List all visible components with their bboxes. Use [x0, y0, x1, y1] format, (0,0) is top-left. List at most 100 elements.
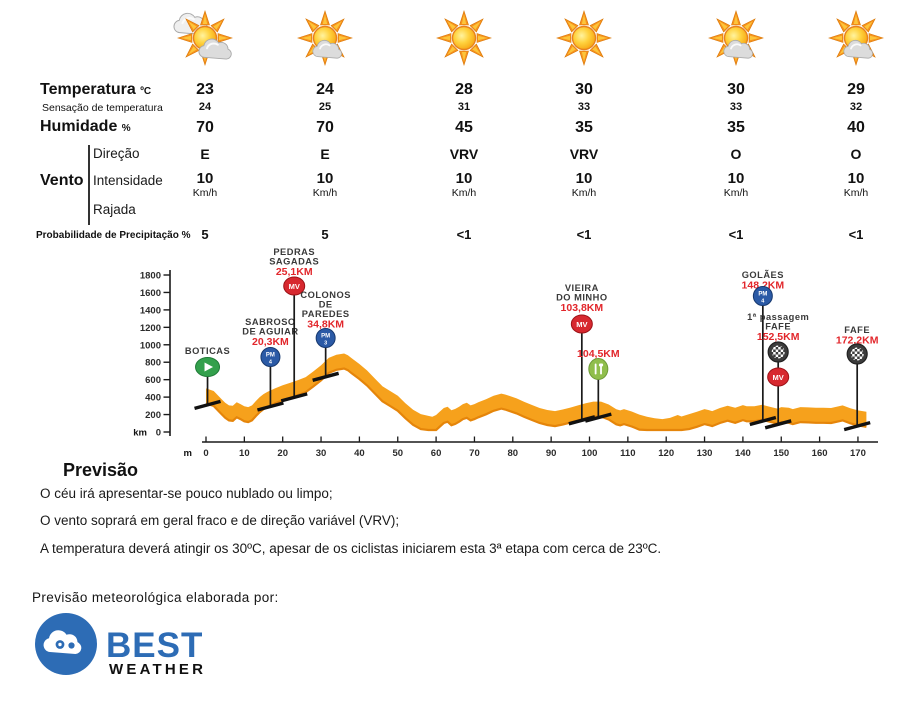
feels-like-value: 33 — [529, 101, 639, 113]
elevation-profile-chart: 180016001400120010008006004002000km01020… — [110, 248, 900, 473]
temperature-value: 24 — [270, 81, 380, 99]
forecast-column-4: 303335VRV10Km/h<1 — [529, 0, 639, 252]
temperature-row-label: Temperatura ºC — [40, 81, 151, 99]
mostly-sunny-icon — [293, 6, 357, 70]
feels-like-value: 25 — [270, 101, 380, 113]
marker-km-label: 103,8KM — [561, 302, 604, 314]
wind-direction-value: E — [150, 146, 260, 162]
svg-text:MV: MV — [289, 282, 300, 291]
finish-marker-icon — [768, 342, 788, 362]
marker-km-label: 25,1KM — [276, 266, 313, 278]
weather-icon-cell — [409, 6, 519, 72]
humidity-value: 70 — [270, 119, 380, 137]
marker-km-label: 20,3KM — [252, 336, 289, 348]
marker-name: PAREDES — [302, 309, 350, 319]
wind-intensity-unit: Km/h — [409, 187, 519, 199]
temperature-value: 30 — [529, 81, 639, 99]
weather-icon-cell — [150, 6, 260, 72]
humidity-value: 70 — [150, 119, 260, 137]
y-axis-unit-label: km — [133, 428, 147, 439]
x-tick-label: 20 — [277, 448, 288, 459]
wind-intensity-value: 10 — [681, 172, 791, 186]
humidity-value: 40 — [801, 119, 911, 137]
y-tick-label: 600 — [145, 375, 161, 386]
y-tick-label: 1400 — [140, 305, 161, 316]
gust-row-label: Rajada — [93, 202, 136, 217]
temperature-value: 28 — [409, 81, 519, 99]
x-tick-label: 0 — [203, 448, 208, 459]
x-tick-label: 170 — [850, 448, 866, 459]
x-tick-label: 30 — [316, 448, 327, 459]
precipitation-value: <1 — [681, 227, 791, 242]
wind-group-divider — [88, 145, 90, 225]
wind-direction-value: O — [801, 146, 911, 162]
marker-name: VIEIRA — [565, 283, 599, 293]
pm-marker-icon: PM 4 — [261, 348, 280, 367]
wind-direction-value: VRV — [409, 146, 519, 162]
x-tick-label: 80 — [508, 448, 519, 459]
mv-marker-icon: MV — [768, 368, 789, 386]
mostly-sunny-icon — [704, 6, 768, 70]
wind-intensity-value: 10 — [801, 172, 911, 186]
footer-caption: Previsão meteorológica elaborada por: — [32, 590, 279, 605]
feels-like-value: 32 — [801, 101, 911, 113]
marker-name: DO MINHO — [556, 293, 608, 303]
svg-text:PM: PM — [758, 292, 767, 298]
forecast-column-1: 232470E10Km/h5 — [150, 0, 260, 252]
marker-name: DE — [319, 300, 333, 310]
temperature-value: 30 — [681, 81, 791, 99]
x-axis-unit-label: m — [184, 448, 192, 459]
forecast-column-2: 242570E10Km/h5 — [270, 0, 380, 252]
sunny-icon — [432, 6, 496, 70]
weather-icon-cell — [529, 6, 639, 72]
precipitation-value: <1 — [409, 227, 519, 242]
marker-name: FAFE — [844, 325, 870, 335]
marker-name: GOLÃES — [742, 270, 784, 280]
y-tick-label: 0 — [156, 428, 161, 439]
mostly-sunny-icon — [824, 6, 888, 70]
precipitation-value: <1 — [529, 227, 639, 242]
precipitation-value: <1 — [801, 227, 911, 242]
feels-like-value: 31 — [409, 101, 519, 113]
svg-text:3: 3 — [324, 341, 327, 347]
wind-row-label: Vento — [40, 172, 84, 190]
humidity-value: 35 — [681, 119, 791, 137]
marker-name: BOTICAS — [185, 346, 230, 356]
wind-intensity-unit: Km/h — [270, 187, 380, 199]
partly-cloudy-icon — [173, 6, 237, 70]
notes-heading: Previsão — [63, 460, 138, 481]
x-tick-label: 150 — [773, 448, 789, 459]
svg-text:MV: MV — [773, 373, 784, 382]
feels-like-value: 33 — [681, 101, 791, 113]
x-tick-label: 100 — [582, 448, 598, 459]
weather-icon-cell — [801, 6, 911, 72]
x-tick-label: 50 — [392, 448, 403, 459]
sunny-icon — [552, 6, 616, 70]
humidity-row-label: Humidade % — [40, 118, 131, 136]
x-tick-label: 110 — [620, 448, 635, 459]
logo-text-weather: WEATHER — [109, 661, 206, 678]
forecast-column-6: 293240O10Km/h<1 — [801, 0, 911, 252]
weather-stage-infographic: Temperatura ºC Sensação de temperatura H… — [0, 0, 917, 704]
forecast-column-3: 283145VRV10Km/h<1 — [409, 0, 519, 252]
y-tick-label: 200 — [145, 410, 161, 421]
humidity-value: 35 — [529, 119, 639, 137]
humidity-label: Humidade — [40, 118, 117, 135]
wind-intensity-value: 10 — [529, 172, 639, 186]
x-tick-label: 40 — [354, 448, 365, 459]
y-tick-label: 1600 — [140, 288, 161, 299]
x-tick-label: 140 — [735, 448, 751, 459]
feels-like-value: 24 — [150, 101, 260, 113]
wind-intensity-unit: Km/h — [681, 187, 791, 199]
precipitation-value: 5 — [150, 227, 260, 242]
note-line-wind: O vento soprará em geral fraco e de dire… — [40, 513, 900, 528]
forecast-column-5: 303335O10Km/h<1 — [681, 0, 791, 252]
y-tick-label: 800 — [145, 358, 161, 369]
route-marker-boticas: BOTICAS — [185, 346, 230, 408]
temperature-value: 23 — [150, 81, 260, 99]
svg-text:MV: MV — [576, 320, 587, 329]
x-tick-label: 10 — [239, 448, 250, 459]
wind-direction-value: VRV — [529, 146, 639, 162]
marker-name: SAGADAS — [269, 257, 319, 267]
temperature-value: 29 — [801, 81, 911, 99]
